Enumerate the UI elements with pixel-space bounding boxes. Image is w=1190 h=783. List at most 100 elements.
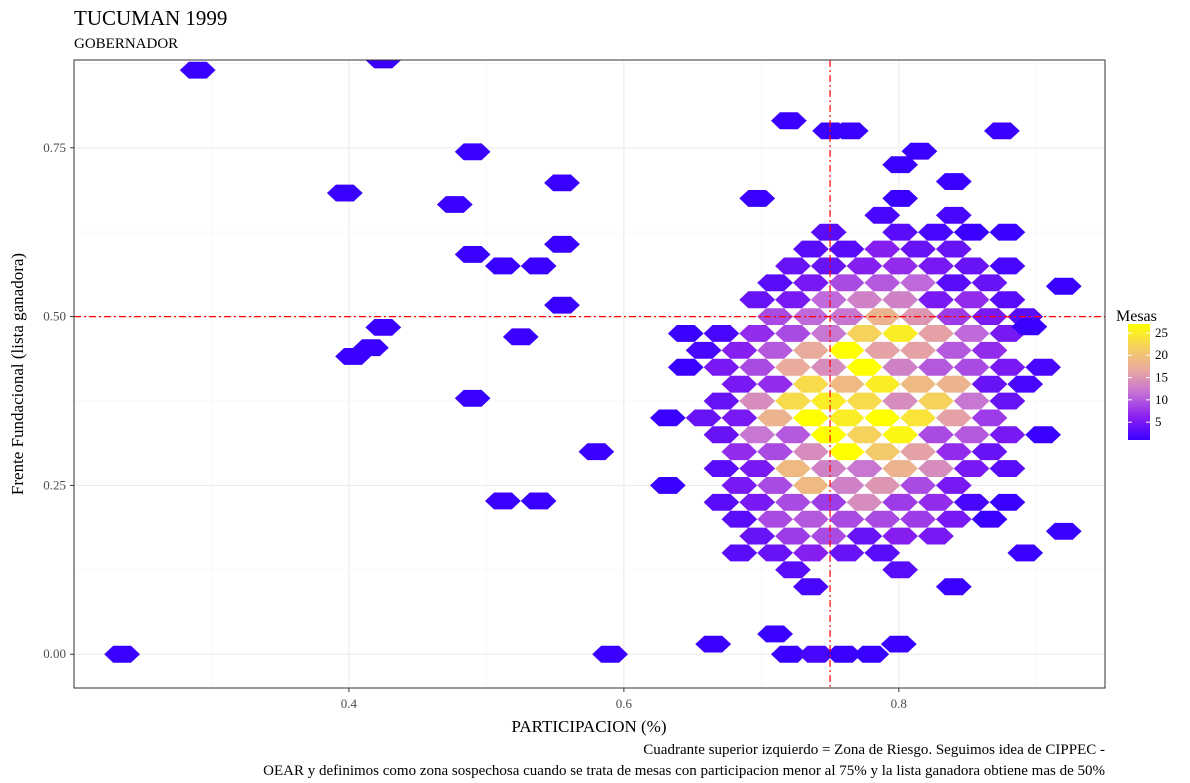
hex-bin-outlier <box>104 645 140 663</box>
hex-bin <box>882 460 918 477</box>
hex-bin-outlier <box>365 60 402 69</box>
x-axis-title: PARTICIPACION (%) <box>512 717 667 736</box>
hex-bin-outlier <box>853 645 890 663</box>
axis-layer: 0.4 0.6 0.8 0.00 0.25 0.50 0.75 <box>43 140 907 711</box>
hex-bin <box>882 527 918 545</box>
hex-bin-outlier <box>544 296 580 314</box>
hex-bin <box>810 325 847 342</box>
hex-bin <box>918 460 954 477</box>
hex-bin <box>739 426 776 444</box>
hex-bin <box>864 240 901 258</box>
hex-bin <box>775 358 811 376</box>
hex-bin <box>578 443 615 461</box>
hex-bin <box>703 325 740 342</box>
hex-bin <box>828 510 865 528</box>
hex-bin <box>953 325 990 342</box>
hex-bin-outlier <box>326 184 363 202</box>
hex-bin <box>953 426 990 444</box>
chart-caption: Cuadrante superior izquierdo = Zona de R… <box>45 740 1105 782</box>
hex-bin <box>828 544 865 562</box>
hex-bin <box>775 493 811 511</box>
hex-bin <box>793 409 829 427</box>
legend-tick-label: 5 <box>1155 414 1162 429</box>
legend: Mesas 5 10 15 20 25 <box>1116 308 1168 440</box>
hex-bin <box>846 358 883 376</box>
hex-bin-outlier <box>1011 318 1048 336</box>
hex-bin <box>739 493 776 511</box>
hex-bin-outlier <box>592 645 628 663</box>
hex-bin <box>935 409 972 427</box>
hex-bin <box>828 341 865 359</box>
hex-bin-outlier <box>984 122 1020 140</box>
hex-bin <box>935 173 972 190</box>
hex-bin <box>935 206 972 224</box>
hex-bin <box>721 341 758 359</box>
caption-line-1: Cuadrante superior izquierdo = Zona de R… <box>643 742 1105 758</box>
hex-bin <box>900 510 936 528</box>
legend-tick-label: 20 <box>1155 347 1168 362</box>
hex-bin <box>935 578 972 596</box>
hex-bin-outlier <box>353 339 389 357</box>
hex-bin <box>864 409 901 427</box>
hex-bin-outlier <box>825 645 862 663</box>
hex-bin <box>864 443 901 461</box>
hex-bin <box>882 223 918 241</box>
hex-bin <box>846 493 883 511</box>
legend-tick-label: 10 <box>1155 392 1168 407</box>
hex-bin <box>793 240 829 258</box>
hex-bin <box>989 223 1026 241</box>
hex-bin <box>1025 358 1061 376</box>
hex-bin <box>900 274 936 292</box>
hex-bin <box>810 493 847 511</box>
hex-bin <box>721 477 758 494</box>
hex-bin <box>775 325 811 342</box>
hex-bin <box>793 443 829 461</box>
hex-bin-outlier <box>454 389 491 407</box>
hex-bin <box>828 409 865 427</box>
hex-bin <box>846 325 883 342</box>
y-axis-title: Frente Fundacional (lista ganadora) <box>8 253 27 495</box>
hex-bin <box>953 493 990 511</box>
hex-bin <box>793 274 829 292</box>
hex-bin <box>775 291 811 309</box>
hex-bin <box>935 308 972 325</box>
hex-bin <box>918 527 954 545</box>
legend-title: Mesas <box>1116 308 1157 325</box>
chart-title: TUCUMAN 1999 <box>74 6 228 30</box>
hex-bin <box>793 544 829 562</box>
hex-bin-outlier <box>454 246 491 263</box>
hex-bin <box>775 561 811 579</box>
hex-bin-outlier <box>365 319 402 336</box>
hex-bin <box>739 190 776 207</box>
hex-bin <box>900 477 936 494</box>
hex-bin <box>793 375 829 393</box>
x-tick-label: 0.6 <box>616 696 633 711</box>
hex-bin <box>882 561 918 579</box>
caption-line-2: OEAR y definimos como zona sospechosa cu… <box>263 763 1105 779</box>
hex-bin <box>882 291 918 309</box>
hex-bin <box>935 510 972 528</box>
hex-bin-outlier <box>544 235 580 253</box>
hex-bin <box>650 409 686 427</box>
hex-bin <box>971 341 1008 359</box>
hex-bin <box>989 291 1026 309</box>
hex-bin-outlier <box>520 257 557 275</box>
hex-bin <box>775 426 811 444</box>
hex-bin <box>810 291 847 309</box>
hex-bin <box>721 443 758 461</box>
hex-bin <box>703 392 740 410</box>
hex-bin <box>775 257 811 275</box>
hex-bin <box>864 274 901 292</box>
hex-bin <box>989 426 1026 444</box>
hex-bin <box>953 257 990 275</box>
hex-bin <box>703 493 740 511</box>
y-tick-label: 0.50 <box>43 309 66 324</box>
hex-bin <box>739 527 776 545</box>
hex-bin <box>900 409 936 427</box>
hex-bin <box>882 325 918 342</box>
hex-bin <box>971 409 1008 427</box>
legend-colorbar <box>1128 324 1150 440</box>
hex-bin <box>703 460 740 477</box>
legend-tick-label: 15 <box>1155 370 1168 385</box>
x-tick-label: 0.4 <box>341 696 358 711</box>
